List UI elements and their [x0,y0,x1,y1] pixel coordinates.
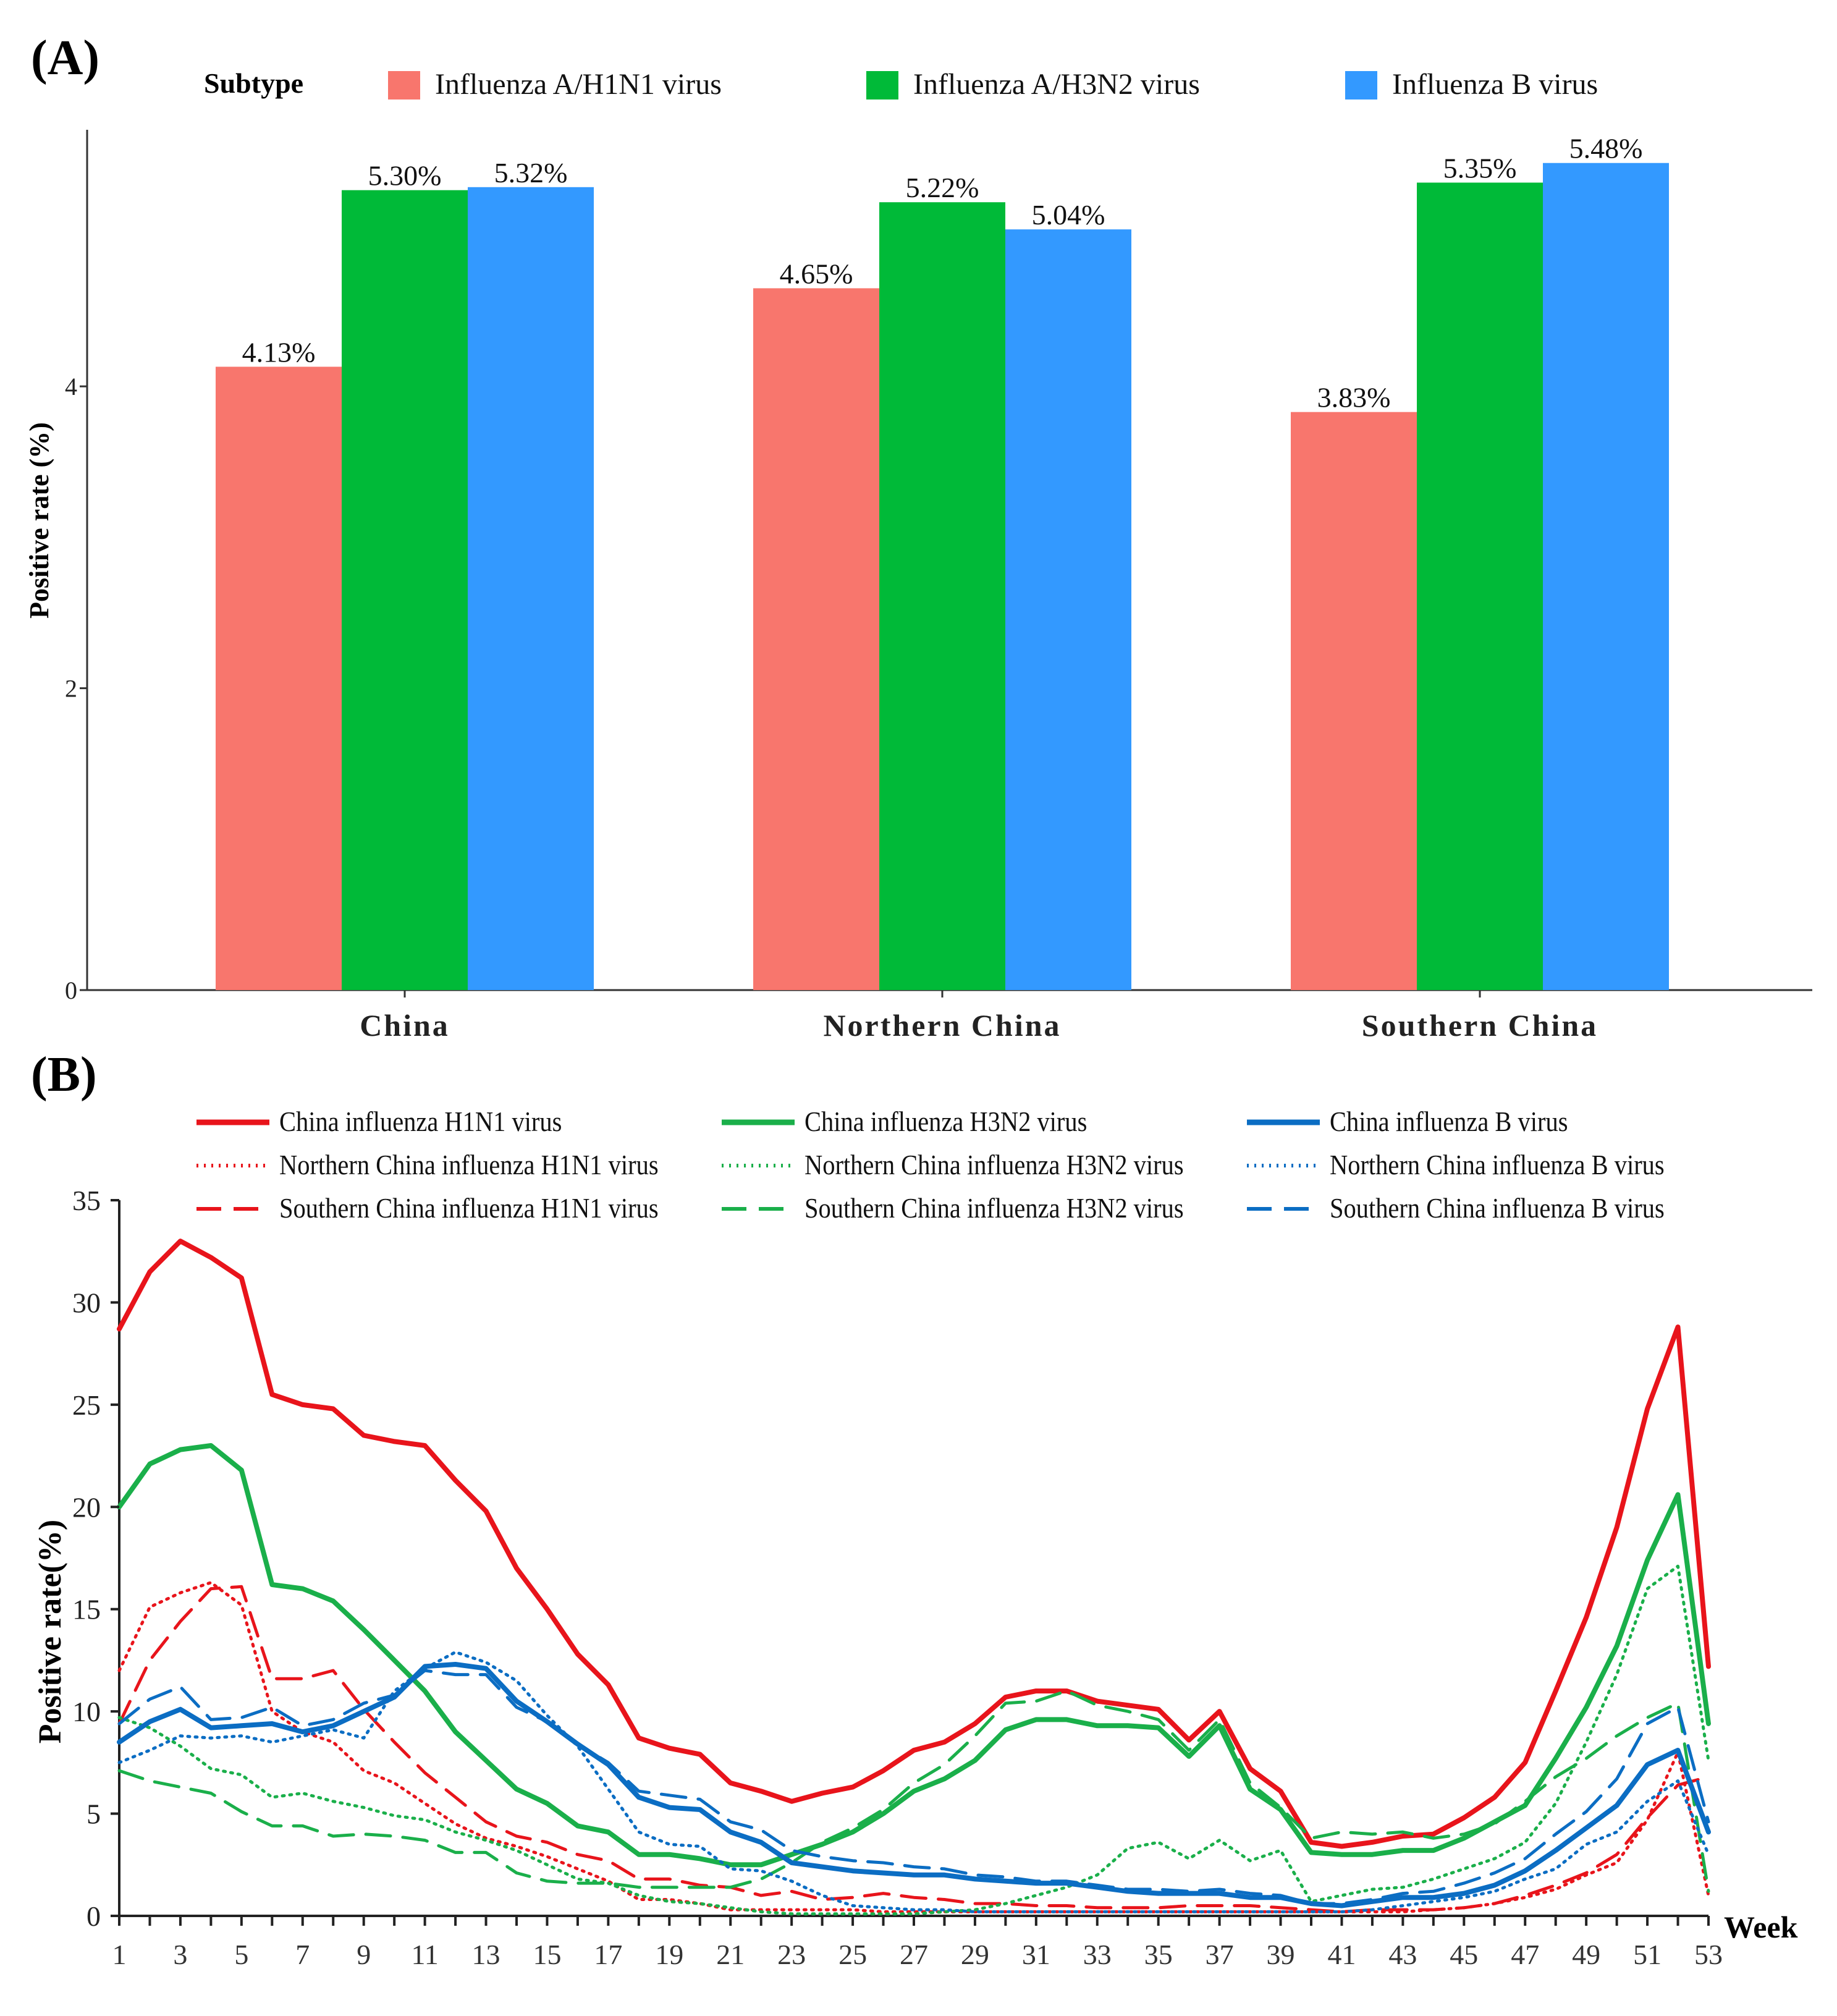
panel-b-legend: China influenza H1N1 virus China influenz… [196,1106,1665,1224]
x-tick-label: 29 [961,1939,989,1970]
bar-china-1 [216,366,342,990]
x-tick-label: 49 [1572,1939,1600,1970]
legend-label-5: Northern China influenza H3N2 virus [804,1150,1184,1181]
panel-b-x-ticks: 1 3 5 7 9 11 13 15 17 19 21 23 25 27 29 31 33 35 37 39 41 43 4… [112,1916,1723,1970]
series-line-6 [117,1689,1710,1893]
bar-southern-china-2 [1417,182,1543,991]
y-tick-label: 20 [72,1491,101,1523]
legend-label-4: China influenza H3N2 virus [804,1106,1087,1138]
legend-label-1: Influenza A/H1N1 virus [435,68,722,101]
legend-label-7: China influenza B virus [1330,1106,1568,1138]
bar-china-3 [468,187,594,990]
y-tick-label: 30 [72,1287,101,1318]
x-tick-label: 11 [411,1939,438,1970]
bar-value-label: 5.48% [1569,133,1643,164]
panel-a-label: (A) [31,31,99,85]
x-tick-label: 7 [295,1939,310,1970]
series-line-7 [117,1662,1711,1908]
x-tick-label: 37 [1206,1939,1234,1970]
panel-a-y-axis-title: Positive rate (%) [24,422,54,619]
x-category-label: China [360,1008,450,1043]
legend-swatch-2 [866,71,898,100]
panel-a-legend: Influenza A/H1N1 virus Influenza A/H3N2 v… [388,68,1598,101]
legend-swatch-3 [1345,71,1377,100]
x-tick-label: 33 [1083,1939,1112,1970]
bar-value-label: 5.35% [1443,152,1517,184]
panel-a-bars: 4.13% 5.30% 5.32% 4.65% 5.22% 5.04% 3.83% 5.35%… [216,133,1669,991]
series-line-4 [117,1443,1711,1868]
series-line-1 [117,1239,1711,1849]
x-tick-label: 1 [112,1939,127,1970]
legend-label-3: Influenza B virus [1392,68,1598,101]
legend-label-3: Southern China influenza H1N1 virus [279,1193,659,1224]
y-tick-label: 4 [65,373,77,400]
panel-b-y-axis-title: Positive rate(%) [33,1520,68,1743]
x-tick-label: 47 [1511,1939,1539,1970]
legend-label-2: Northern China influenza H1N1 virus [279,1150,659,1181]
bar-china-2 [342,190,468,990]
x-tick-label: 39 [1267,1939,1295,1970]
panel-b-y-ticks: 0 5 10 15 20 25 30 35 [72,1185,119,1932]
x-tick-label: 23 [777,1939,806,1970]
series-line-8 [117,1650,1710,1913]
bar-southern-china-1 [1291,412,1417,990]
bar-value-label: 5.32% [494,157,568,188]
x-tick-label: 45 [1450,1939,1478,1970]
x-tick-label: 3 [173,1939,187,1970]
y-tick-label: 2 [65,675,77,703]
x-tick-label: 17 [594,1939,622,1970]
legend-label-6: Southern China influenza H3N2 virus [804,1193,1184,1224]
bar-northern-china-3 [1005,229,1131,990]
panel-b-lines [117,1239,1711,1916]
legend-label-1: China influenza H1N1 virus [279,1106,562,1138]
bar-northern-china-2 [879,202,1005,990]
y-tick-label: 0 [65,976,77,1004]
bar-southern-china-3 [1543,163,1669,990]
legend-label-9: Southern China influenza B virus [1330,1193,1665,1224]
series-line-5 [117,1564,1710,1916]
bar-northern-china-1 [753,288,879,991]
legend-swatch-1 [388,71,420,100]
x-category-label: Northern China [823,1008,1061,1043]
y-tick-label: 15 [72,1594,101,1625]
bar-value-label: 3.83% [1317,382,1391,413]
x-tick-label: 9 [357,1939,371,1970]
y-tick-label: 10 [72,1696,101,1727]
x-tick-label: 31 [1022,1939,1050,1970]
bar-value-label: 5.30% [368,160,442,192]
x-tick-label: 19 [655,1939,683,1970]
x-tick-label: 15 [533,1939,561,1970]
x-tick-label: 13 [472,1939,500,1970]
series-line-9 [117,1669,1710,1905]
x-tick-label: 5 [234,1939,248,1970]
bar-value-label: 4.13% [242,336,316,368]
legend-label-8: Northern China influenza B virus [1330,1150,1665,1181]
y-tick-label: 35 [72,1185,101,1216]
panel-b-label: (B) [31,1048,97,1102]
x-tick-label: 25 [838,1939,867,1970]
x-category-label: Southern China [1362,1008,1598,1043]
x-tick-label: 27 [900,1939,928,1970]
x-tick-label: 51 [1633,1939,1662,1970]
x-tick-label: 41 [1327,1939,1356,1970]
series-line-2 [117,1581,1710,1913]
y-tick-label: 5 [87,1798,101,1830]
panel-b-x-axis-title: Week [1724,1910,1798,1944]
bar-value-label: 4.65% [780,258,853,289]
legend-label-2: Influenza A/H3N2 virus [913,68,1200,101]
panel-a-y-ticks: 0 2 4 [65,373,87,1004]
x-tick-label: 35 [1144,1939,1173,1970]
x-tick-label: 21 [716,1939,745,1970]
x-tick-label: 43 [1388,1939,1417,1970]
series-line-3 [117,1585,1710,1913]
y-tick-label: 0 [87,1900,101,1932]
y-tick-label: 25 [72,1389,101,1421]
bar-value-label: 5.04% [1032,199,1105,231]
bar-value-label: 5.22% [906,172,979,203]
legend-title: Subtype [204,67,303,99]
panel-a-x-categories: China Northern China Southern China [360,990,1598,1043]
x-tick-label: 53 [1694,1939,1723,1970]
